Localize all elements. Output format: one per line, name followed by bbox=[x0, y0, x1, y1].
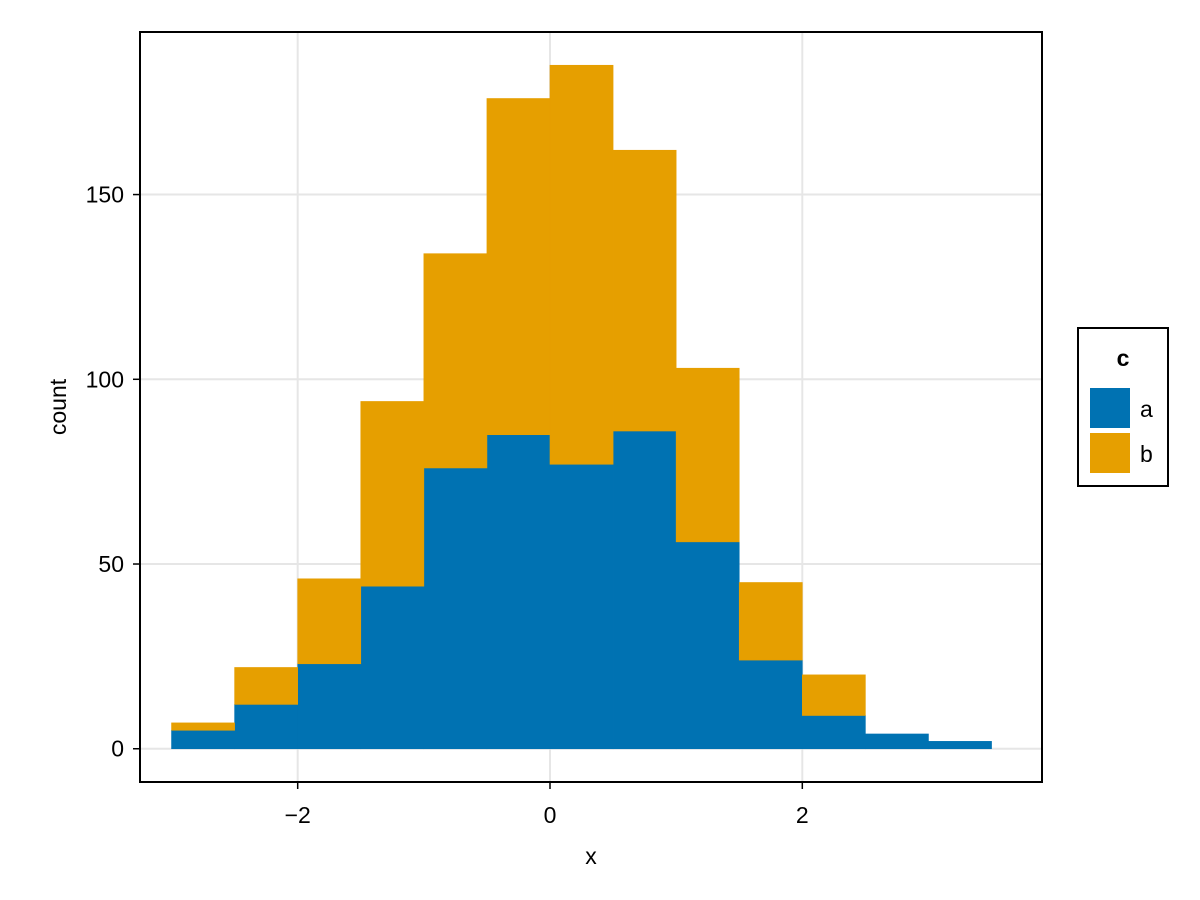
bar-b bbox=[171, 722, 235, 731]
bar-a bbox=[738, 659, 803, 750]
bar-b bbox=[423, 253, 488, 469]
y-tick-label: 50 bbox=[98, 551, 124, 577]
bar-b bbox=[549, 64, 614, 465]
plot-frame bbox=[139, 31, 1043, 783]
bar-a bbox=[423, 467, 488, 750]
x-tick-label: −2 bbox=[285, 802, 311, 828]
bar-b bbox=[612, 149, 677, 432]
y-axis: 0 50 100 150 bbox=[86, 182, 140, 762]
bar-a bbox=[297, 663, 362, 750]
bar-b bbox=[738, 582, 803, 661]
legend-swatch-b bbox=[1090, 433, 1130, 473]
bar-b bbox=[297, 578, 362, 665]
x-axis-label: x bbox=[585, 843, 597, 869]
legend-swatch-a bbox=[1090, 388, 1130, 428]
bar-b bbox=[486, 98, 551, 436]
y-axis-label: count bbox=[45, 378, 71, 435]
bar-b bbox=[234, 667, 298, 705]
bar-a bbox=[171, 729, 235, 750]
bar-a bbox=[486, 434, 551, 750]
bar-a bbox=[360, 585, 425, 750]
legend: c ab bbox=[1077, 327, 1169, 487]
x-tick-label: 2 bbox=[796, 802, 809, 828]
x-tick-label: 0 bbox=[544, 802, 557, 828]
bar-a bbox=[865, 733, 929, 750]
bars bbox=[171, 64, 992, 750]
legend-label-a: a bbox=[1140, 396, 1153, 422]
bar-a bbox=[928, 741, 992, 750]
bar-b bbox=[360, 401, 425, 587]
bar-a bbox=[234, 704, 298, 750]
bar-b bbox=[802, 674, 866, 716]
bar-a bbox=[675, 541, 740, 750]
legend-label-b: b bbox=[1140, 441, 1153, 467]
y-tick-label: 0 bbox=[111, 736, 124, 762]
bar-a bbox=[549, 463, 614, 750]
y-tick-label: 100 bbox=[86, 366, 124, 392]
bar-b bbox=[675, 367, 740, 543]
y-tick-label: 150 bbox=[86, 182, 124, 208]
bar-a bbox=[612, 430, 677, 750]
legend-title: c bbox=[1117, 345, 1130, 371]
bar-a bbox=[802, 715, 866, 750]
x-axis: −2 0 2 bbox=[285, 782, 809, 828]
